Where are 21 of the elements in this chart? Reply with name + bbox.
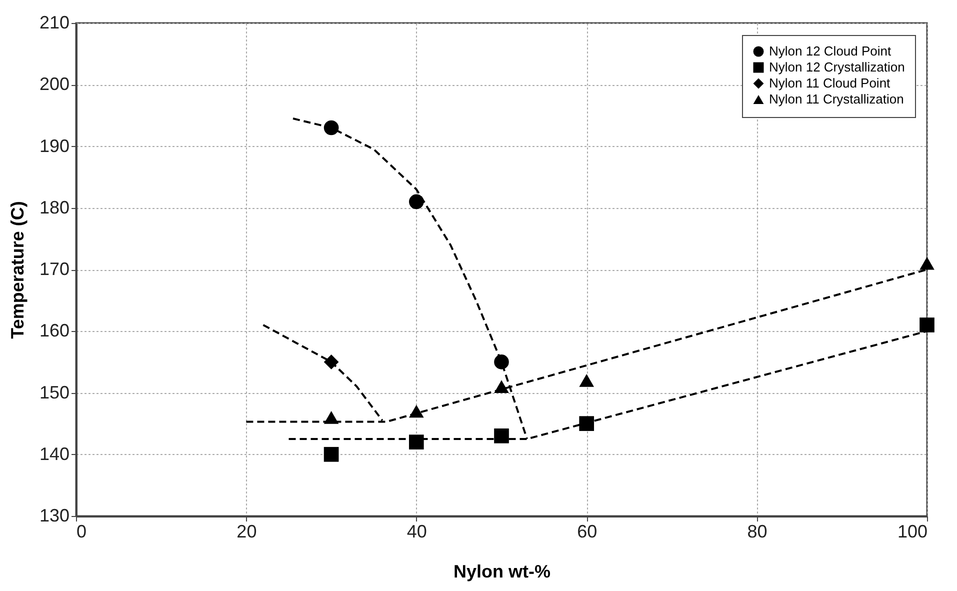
y-axis-title: Temperature (C) — [7, 201, 28, 339]
x-tick-label: 80 — [747, 522, 768, 542]
y-tick-label: 210 — [39, 12, 70, 32]
legend-label: Nylon 12 Cloud Point — [769, 44, 892, 58]
y-tick-label: 140 — [39, 444, 70, 464]
y-tick-label: 170 — [39, 259, 70, 279]
x-tick-label: 20 — [236, 522, 257, 542]
y-tick-label: 190 — [39, 136, 70, 156]
x-tick-label: 60 — [577, 522, 598, 542]
y-tick-label: 200 — [39, 74, 70, 94]
legend-label: Nylon 11 Crystallization — [769, 92, 904, 106]
y-tick-label: 160 — [39, 320, 70, 341]
x-tick-label: 100 — [897, 522, 928, 542]
y-tick-label: 180 — [39, 197, 70, 218]
y-tick-label: 150 — [39, 382, 70, 402]
x-tick-label: 0 — [76, 522, 87, 542]
x-tick-label: 40 — [406, 522, 427, 542]
legend-label: Nylon 12 Crystallization — [769, 60, 905, 74]
y-tick-label: 130 — [39, 506, 70, 526]
x-axis-title: Nylon wt-% — [454, 562, 550, 582]
legend-label: Nylon 11 Cloud Point — [769, 76, 891, 90]
